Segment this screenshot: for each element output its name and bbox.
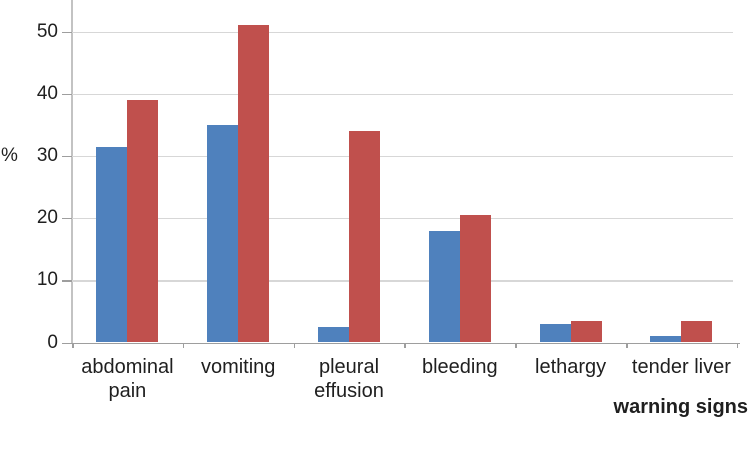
y-axis-tick-0 [62, 342, 72, 344]
y-tick-label-10: 10 [36, 269, 58, 291]
category-label-lethargy: lethargy [535, 356, 607, 378]
category-label-vomiting: vomiting [200, 356, 276, 378]
y-axis-tick-20 [62, 218, 72, 220]
bar-red-lethargy [570, 320, 602, 343]
x-axis-line [62, 342, 740, 345]
category-label-abdominal-pain: abdominal pain [81, 356, 174, 402]
gridline-10 [72, 280, 733, 282]
x-axis-tick-2 [293, 342, 296, 348]
bar-blue-vomiting [207, 124, 239, 343]
gridline-30 [72, 155, 733, 158]
bar-red-vomiting [238, 25, 270, 343]
gridline-50 [72, 31, 733, 33]
y-tick-label-40: 40 [36, 82, 58, 104]
bar-red-tender-liver [681, 320, 713, 343]
x-axis-tick-3 [404, 342, 406, 348]
bar-blue-lethargy [539, 323, 571, 343]
bar-red-abdominal-pain [127, 99, 159, 343]
y-tick-label-50: 50 [36, 20, 58, 42]
x-axis-tick-5 [626, 342, 628, 348]
x-axis-tick-1 [182, 342, 185, 348]
x-axis-tick-6 [736, 342, 739, 348]
y-axis-title: % [1, 145, 18, 166]
bar-blue-abdominal-pain [96, 146, 128, 343]
x-axis-tick-4 [515, 342, 517, 348]
bar-blue-bleeding [428, 230, 460, 343]
y-axis-line [71, 0, 73, 343]
y-tick-label-0: 0 [47, 331, 58, 353]
y-axis-tick-50 [62, 31, 72, 33]
x-axis-tick-0 [72, 342, 74, 348]
y-tick-label-30: 30 [36, 144, 58, 166]
bar-blue-tender-liver [650, 336, 682, 343]
bar-red-pleural-effusion [349, 131, 380, 343]
category-label-tender-liver: tender liver [631, 356, 731, 378]
y-axis-tick-10 [62, 280, 72, 282]
category-label-pleural-effusion: pleural effusion [314, 356, 384, 402]
gridline-20 [72, 218, 733, 220]
bar-blue-pleural-effusion [318, 326, 349, 343]
category-label-bleeding: bleeding [421, 356, 498, 378]
y-axis-tick-40 [62, 93, 72, 96]
y-tick-label-20: 20 [36, 207, 58, 229]
y-axis-tick-30 [62, 155, 72, 158]
gridline-40 [72, 93, 733, 96]
bar-red-bleeding [459, 214, 491, 343]
x-axis-title: warning signs [613, 396, 748, 418]
